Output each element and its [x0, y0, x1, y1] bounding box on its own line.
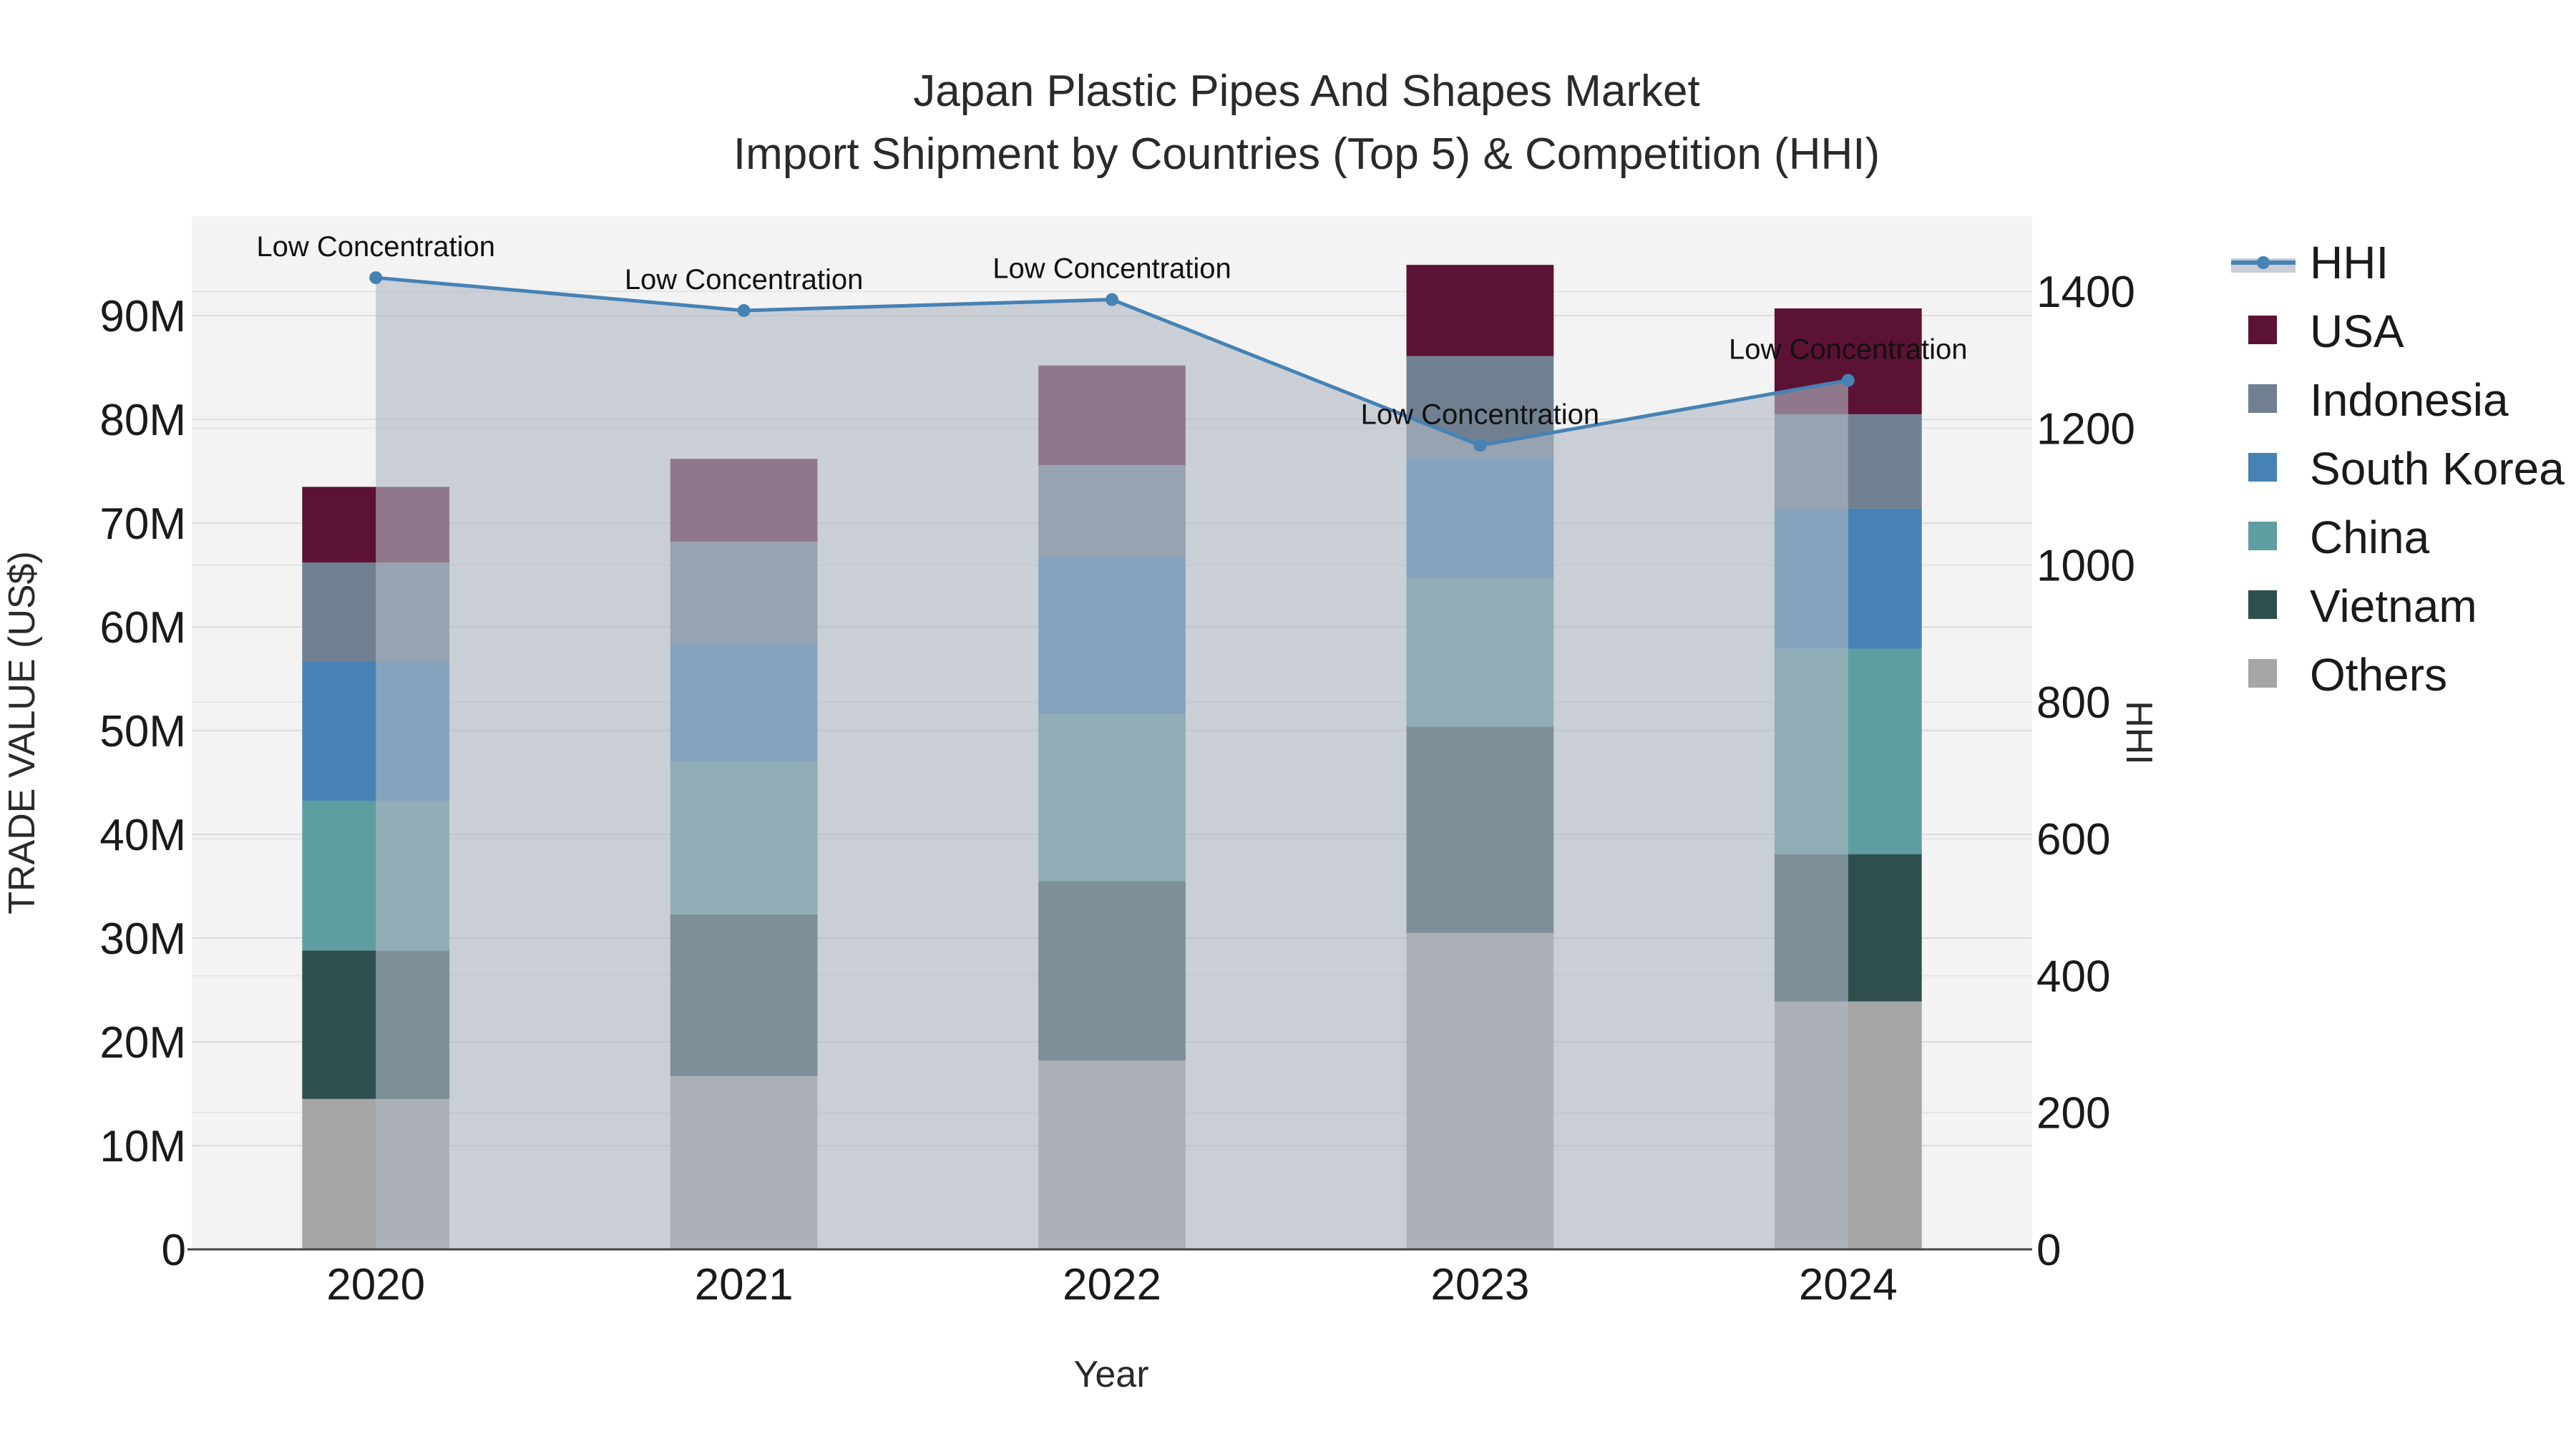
- y2-axis-title: HHI: [2118, 701, 2160, 765]
- legend-swatch-vietnam: [2248, 590, 2277, 619]
- hhi-area-fill: [376, 278, 1848, 1250]
- legend-swatch-china: [2248, 522, 2277, 550]
- hhi-annotation: Low Concentration: [1361, 399, 1600, 430]
- x-tick-label: 2020: [326, 1260, 425, 1309]
- axes: 0 10M 20M 30M 40M 50M 60M 70M 80M 90M 0 200 400 600 80…: [99, 268, 2135, 1309]
- legend-label-others: Others: [2310, 649, 2447, 701]
- y-tick-label: 20M: [99, 1018, 186, 1068]
- legend-label-indonesia: Indonesia: [2310, 374, 2509, 426]
- y2-tick-label: 400: [2036, 952, 2110, 1001]
- y-tick-label: 60M: [99, 603, 186, 653]
- chart-title-line1: Japan Plastic Pipes And Shapes Market: [913, 67, 1699, 116]
- y-tick-label: 40M: [99, 811, 186, 860]
- y2-tick-label: 200: [2036, 1089, 2110, 1138]
- bar-usa-2023: [1406, 265, 1554, 356]
- hhi-annotation: Low Concentration: [992, 253, 1231, 285]
- y2-tick-label: 1200: [2036, 404, 2135, 454]
- y-tick-label: 90M: [99, 292, 186, 341]
- y-tick-label: 70M: [99, 499, 186, 549]
- legend-label-china: China: [2310, 512, 2430, 563]
- y-tick-label: 0: [162, 1226, 186, 1275]
- y-axis-title: TRADE VALUE (US$): [1, 551, 43, 914]
- legend-swatch-others: [2248, 659, 2277, 688]
- y-tick-label: 50M: [99, 707, 186, 756]
- hhi-annotation: Low Concentration: [1729, 334, 1968, 366]
- hhi-annotation: Low Concentration: [625, 264, 864, 296]
- y-tick-label: 10M: [99, 1122, 186, 1171]
- legend-label-usa: USA: [2310, 306, 2404, 357]
- legend-swatch-south-korea: [2248, 453, 2277, 482]
- legend-swatch-indonesia: [2248, 384, 2277, 413]
- y2-tick-label: 0: [2036, 1226, 2061, 1275]
- y-tick-label: 80M: [99, 396, 186, 445]
- chart-title-line2: Import Shipment by Countries (Top 5) & C…: [733, 130, 1880, 179]
- x-tick-label: 2022: [1063, 1260, 1161, 1309]
- y2-tick-label: 1000: [2036, 542, 2135, 591]
- y2-tick-label: 600: [2036, 815, 2110, 864]
- hhi-point-2023: [1473, 439, 1487, 452]
- hhi-point-2020: [369, 271, 383, 285]
- y-tick-label: 30M: [99, 914, 186, 964]
- x-tick-label: 2023: [1430, 1260, 1529, 1309]
- hhi-series: Low Concentration Low Concentration Low Co…: [256, 231, 1968, 1250]
- y2-tick-label: 800: [2036, 678, 2110, 728]
- legend: HHI USA Indonesia South Korea China Vietnam Ot…: [2231, 237, 2565, 701]
- x-axis-title: Year: [1073, 1354, 1148, 1395]
- legend-label-south-korea: South Korea: [2310, 443, 2565, 494]
- hhi-point-2022: [1106, 293, 1118, 306]
- hhi-point-2024: [1841, 374, 1855, 387]
- hhi-point-2021: [737, 303, 751, 317]
- legend-label-vietnam: Vietnam: [2310, 580, 2477, 632]
- legend-label-hhi: HHI: [2310, 237, 2389, 288]
- y2-tick-label: 1400: [2036, 268, 2135, 317]
- hhi-annotation: Low Concentration: [256, 231, 495, 263]
- x-tick-label: 2021: [695, 1260, 794, 1309]
- legend-hhi-marker: [2257, 256, 2270, 269]
- legend-swatch-usa: [2248, 316, 2277, 344]
- x-tick-label: 2024: [1799, 1260, 1898, 1309]
